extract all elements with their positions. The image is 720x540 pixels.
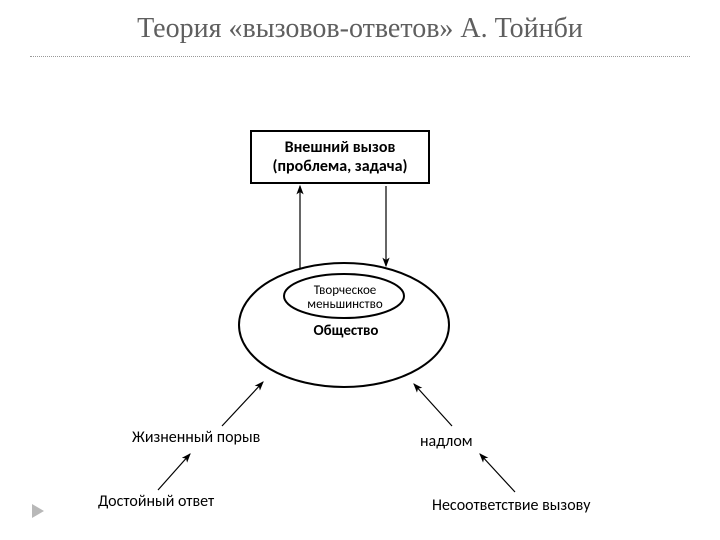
label-mismatch: Несоответствие вызову bbox=[432, 496, 590, 515]
arrow-right-mid bbox=[414, 384, 452, 426]
diagram-canvas bbox=[0, 0, 720, 540]
challenge-box-line1: Внешний вызов bbox=[262, 138, 418, 157]
page-title: Теория «вызовов-ответов» А. Тойнби bbox=[0, 0, 720, 46]
label-breakdown: надлом bbox=[420, 432, 473, 451]
title-divider bbox=[30, 56, 690, 57]
challenge-box-line2: (проблема, задача) bbox=[262, 157, 418, 176]
arrow-left-mid bbox=[222, 382, 263, 426]
challenge-box: Внешний вызов (проблема, задача) bbox=[250, 130, 430, 184]
society-label: Общество bbox=[306, 322, 386, 340]
minority-label: Творческое меньшинство bbox=[300, 284, 390, 313]
label-life-impulse: Жизненный порыв bbox=[132, 428, 260, 447]
play-icon bbox=[32, 504, 44, 518]
label-worthy-response: Достойный ответ bbox=[98, 492, 214, 511]
arrow-left-bottom bbox=[158, 454, 190, 490]
arrow-right-bottom bbox=[480, 454, 515, 492]
